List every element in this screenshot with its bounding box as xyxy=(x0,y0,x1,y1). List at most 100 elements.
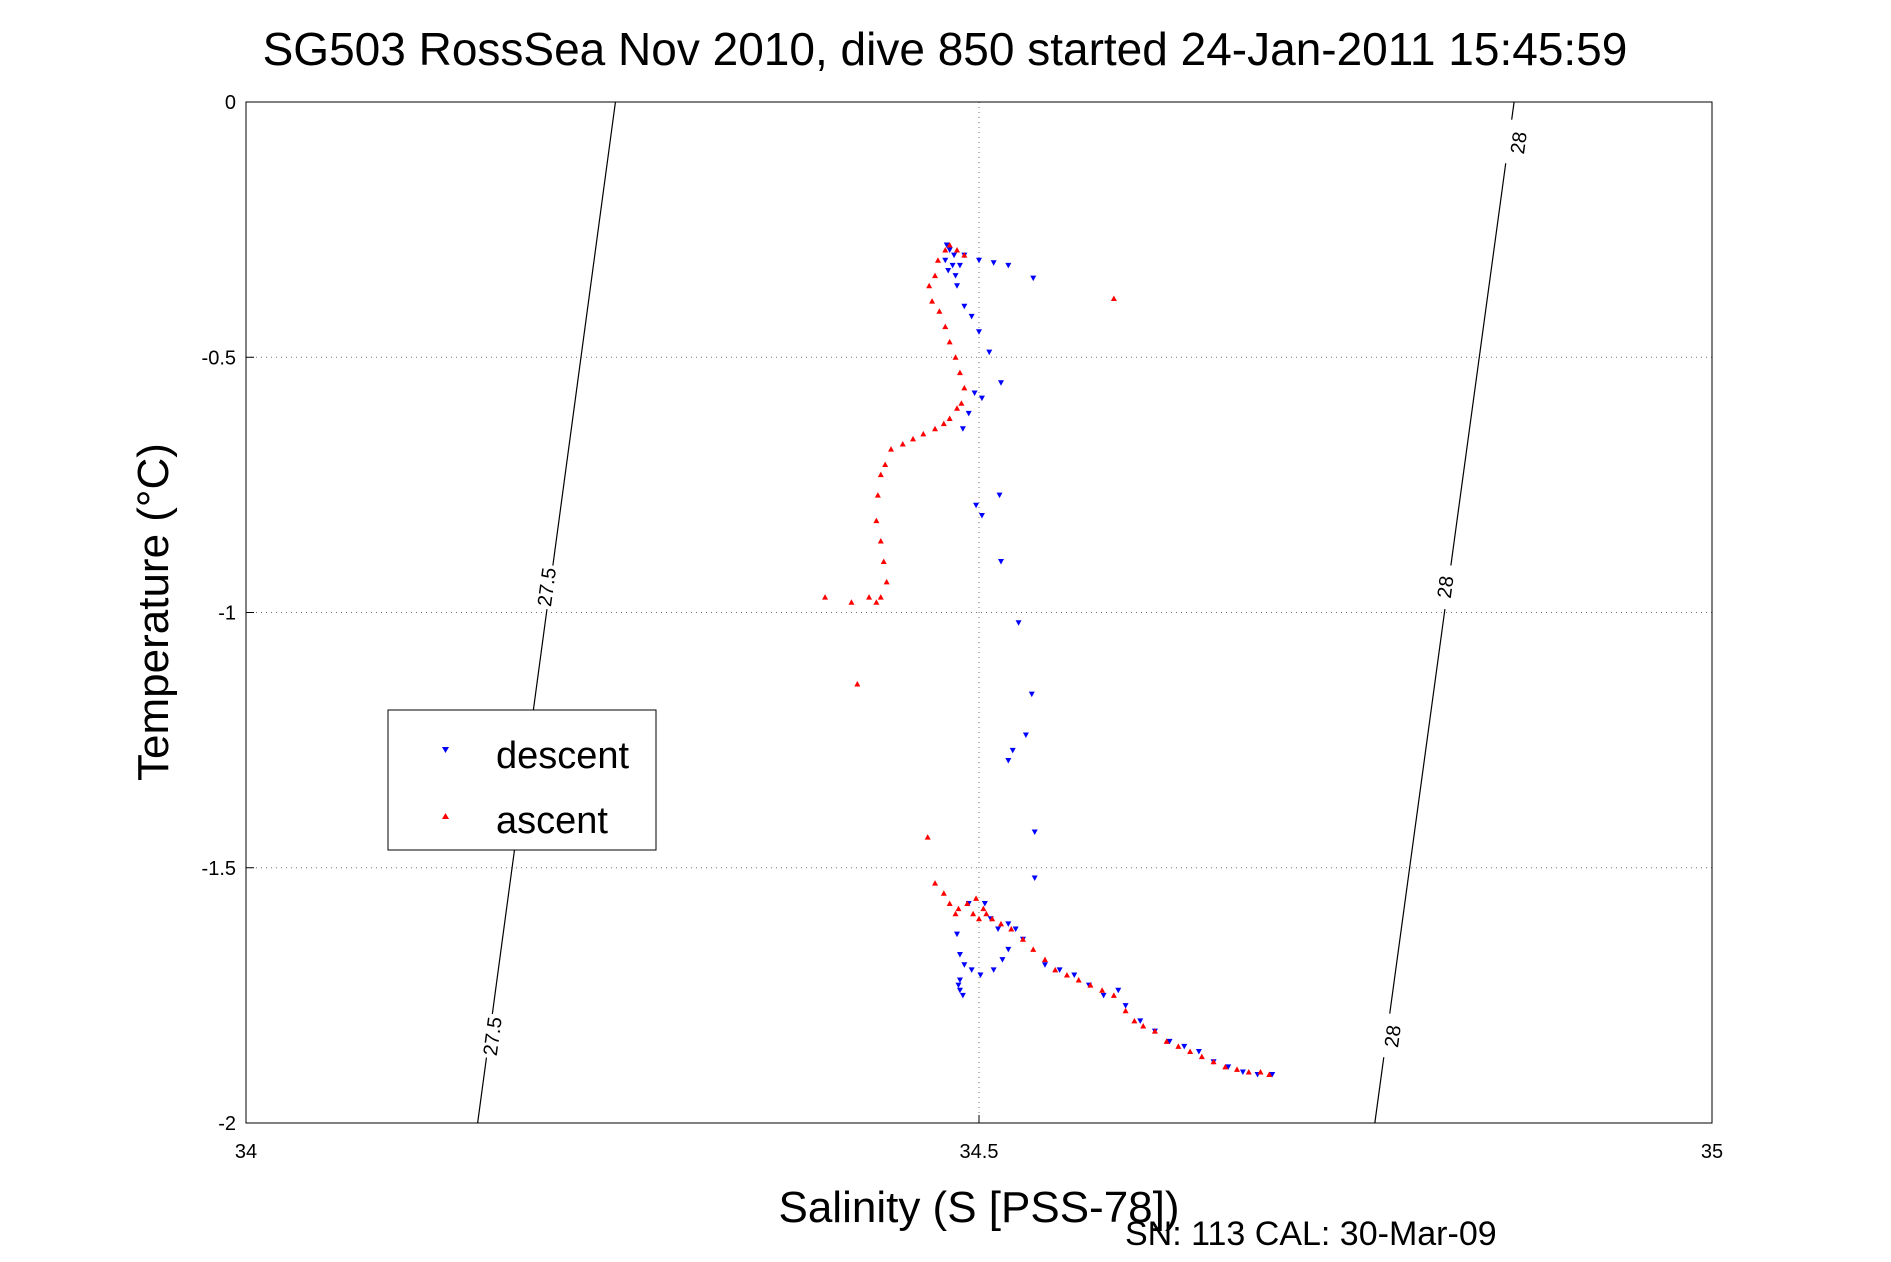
ascent-point xyxy=(934,257,941,263)
ascent-point xyxy=(954,405,961,411)
ascent-point xyxy=(976,915,982,922)
ascent-point xyxy=(822,594,829,600)
ascent-point xyxy=(932,880,939,886)
legend-ascent-label: ascent xyxy=(496,800,608,842)
plot-area-frame xyxy=(245,101,1713,1124)
ascent-point xyxy=(1087,982,1094,988)
descent-point xyxy=(1028,691,1035,698)
ascent-point xyxy=(1187,1048,1194,1055)
descent-point xyxy=(976,329,982,335)
chart-title: SG503 RossSea Nov 2010, dive 850 started… xyxy=(263,23,1628,75)
descent-point xyxy=(976,257,982,264)
legend-ascent-marker xyxy=(442,813,449,819)
ascent-point xyxy=(1266,1071,1273,1078)
descent-point xyxy=(1005,921,1012,927)
ascent-point xyxy=(874,492,881,498)
descent-point xyxy=(1056,967,1063,973)
descent-point xyxy=(997,380,1004,386)
descent-point xyxy=(1031,875,1038,881)
x-axis-label: Salinity (S [PSS-78]) xyxy=(778,1183,1179,1232)
descent-point xyxy=(956,987,963,994)
descent-point xyxy=(956,977,963,984)
footer-serial-calibration: SN: 113 CAL: 30-Mar-09 xyxy=(1125,1215,1497,1253)
ascent-point xyxy=(1151,1028,1158,1034)
density-contour-line xyxy=(1374,101,1515,1124)
ascent-point xyxy=(1257,1068,1264,1075)
ascent-point xyxy=(1030,946,1037,952)
ascent-point xyxy=(1210,1058,1217,1065)
ascent-point xyxy=(936,308,943,314)
descent-point xyxy=(961,962,968,968)
descent-point xyxy=(959,426,966,432)
ascent-point xyxy=(882,461,889,467)
ascent-point xyxy=(932,272,939,279)
ascent-point xyxy=(952,910,959,917)
ascent-point xyxy=(910,435,917,442)
ascent-point xyxy=(946,415,953,422)
density-contour-label-bg xyxy=(476,1012,509,1060)
ascent-point xyxy=(1052,966,1059,973)
ascent-point xyxy=(1140,1023,1147,1029)
descent-point xyxy=(961,303,968,310)
ascent-point xyxy=(924,834,931,840)
ascent-point xyxy=(1163,1038,1170,1044)
descent-point xyxy=(1166,1038,1173,1045)
descent-point xyxy=(990,260,997,266)
descent-point xyxy=(943,242,950,248)
density-contour-label: 28 xyxy=(1507,130,1532,155)
grid-lines xyxy=(245,101,1713,1124)
ascent-point xyxy=(1131,1017,1138,1024)
ascent-point xyxy=(942,247,949,253)
ascent-point xyxy=(877,538,884,544)
y-tick-labels: 0 -0.5 -1 -1.5 -2 xyxy=(202,92,236,1135)
descent-point xyxy=(981,900,988,907)
descent-point xyxy=(965,410,972,417)
ascent-point xyxy=(920,430,927,437)
descent-point xyxy=(973,502,980,509)
descent-point xyxy=(978,395,985,402)
ascent-point xyxy=(873,517,880,524)
density-contour-line xyxy=(477,101,617,1124)
x-tick-label: 35 xyxy=(1701,1141,1723,1163)
ascent-point xyxy=(1075,977,1082,983)
y-tick-label: 0 xyxy=(225,92,236,114)
ascent-point xyxy=(926,282,933,289)
ascent-point xyxy=(1198,1053,1205,1060)
descent-point xyxy=(999,957,1006,963)
descent-point xyxy=(959,992,966,999)
y-tick-label: -1.5 xyxy=(202,858,236,880)
ascent-point xyxy=(877,471,884,478)
density-contour-label: 28 xyxy=(1381,1024,1406,1049)
ascent-point xyxy=(964,900,971,906)
descent-point xyxy=(1100,992,1107,999)
ascent-point xyxy=(899,441,906,447)
descent-point xyxy=(986,349,993,356)
ascent-point xyxy=(989,915,996,922)
y-tick-label: -1 xyxy=(218,603,236,625)
legend-descent-label: descent xyxy=(496,735,630,777)
ascent-point xyxy=(973,895,980,901)
ascent-point xyxy=(940,890,947,896)
ascent-point xyxy=(873,599,880,605)
ascent-point xyxy=(1175,1043,1182,1049)
descent-point xyxy=(1012,926,1019,933)
descent-point xyxy=(978,513,985,519)
descent-point xyxy=(971,390,978,396)
ascent-point xyxy=(1110,992,1117,998)
descent-point xyxy=(956,952,963,958)
ascent-point xyxy=(880,558,887,564)
descent-point xyxy=(968,313,975,320)
descent-point xyxy=(996,492,1003,499)
density-contour-label-bg xyxy=(1429,563,1462,611)
descent-point xyxy=(955,982,962,989)
descent-point xyxy=(1005,262,1012,269)
descent-point xyxy=(1005,758,1012,764)
descent-point xyxy=(1005,946,1012,953)
ascent-point xyxy=(952,354,959,360)
ascent-point xyxy=(1099,987,1106,993)
descent-point xyxy=(956,262,963,269)
descent-point xyxy=(1030,275,1037,282)
ascent-point xyxy=(888,446,895,452)
ascent-point xyxy=(932,425,939,432)
descent-point xyxy=(1225,1064,1232,1070)
